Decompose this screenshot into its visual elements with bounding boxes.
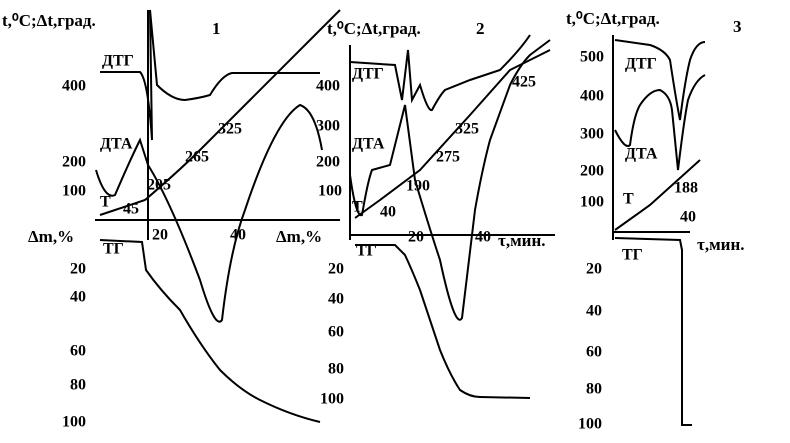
y-tick-label: 100 (580, 194, 604, 211)
dm-tick-label: 80 (70, 377, 86, 394)
dtg-curve (614, 39, 706, 121)
y-tick-label: 400 (316, 78, 340, 95)
y-axis-label: t,⁰C;Δt,град. (2, 11, 96, 30)
curve-label: T (623, 191, 634, 208)
point-label: 325 (218, 121, 242, 138)
curve-label: ТГ (103, 241, 124, 258)
t-curve (354, 49, 551, 219)
x-tick-label: 20 (152, 227, 168, 244)
curve-label: ДТА (352, 136, 385, 153)
x-axis-label: τ,мин. (498, 231, 546, 250)
dta-curve (349, 39, 551, 321)
curve-label: ДТГ (352, 66, 384, 83)
dm-tick-label: 60 (586, 344, 602, 361)
dm-tick-label: 40 (586, 303, 602, 320)
dm-tick-label: 80 (328, 361, 344, 378)
dm-tick-label: 60 (70, 343, 86, 360)
x-tick-label: 40 (680, 209, 696, 226)
panel-number: 3 (733, 17, 742, 36)
dm-tick-label: 80 (586, 381, 602, 398)
point-label: 325 (455, 121, 479, 138)
point-label: 45 (123, 201, 139, 218)
point-label: 275 (436, 149, 460, 166)
x-axis-label: τ,мин. (697, 235, 745, 254)
panel-1-curves (95, 9, 341, 423)
dm-tick-label: 60 (328, 324, 344, 341)
x-tick-label: 40 (230, 227, 246, 244)
dm-tick-label: 40 (328, 291, 344, 308)
dm-tick-label: 100 (62, 414, 86, 431)
dm-tick-label: 100 (578, 416, 602, 433)
y-tick-label: 100 (62, 183, 86, 200)
curve-label: ДТА (100, 136, 133, 153)
t-curve (614, 159, 701, 231)
y-tick-label: 100 (318, 183, 342, 200)
dm-tick-label: 100 (320, 391, 344, 408)
tg-curve (99, 239, 321, 423)
dm-label: Δm,% (28, 227, 74, 246)
y-tick-label: 500 (580, 49, 604, 66)
dta-curve (95, 103, 323, 323)
dm-label: Δm,% (276, 227, 322, 246)
panel-2-curves (349, 34, 555, 399)
point-label: 188 (674, 180, 698, 197)
curve-label: ТГ (356, 243, 377, 260)
curve-label: ДТГ (102, 53, 134, 70)
dm-tick-label: 40 (70, 289, 86, 306)
panel-number: 2 (476, 19, 485, 38)
y-axis-label: t,⁰C;Δt,град. (566, 9, 660, 28)
curve-label: ТГ (622, 247, 643, 264)
tg-curve (614, 237, 692, 426)
dtg-curve (100, 9, 320, 141)
y-axis-label: t,⁰C;Δt,град. (327, 19, 421, 38)
panel-3-curves (612, 35, 706, 426)
dm-tick-label: 20 (586, 261, 602, 278)
t-curve (99, 9, 341, 216)
y-tick-label: 200 (62, 154, 86, 171)
point-label: 265 (185, 149, 209, 166)
dm-tick-label: 20 (328, 261, 344, 278)
y-tick-label: 300 (580, 126, 604, 143)
y-tick-label: 300 (316, 118, 340, 135)
dtg-curve (349, 34, 531, 112)
y-tick-label: 200 (580, 163, 604, 180)
dm-tick-label: 20 (70, 261, 86, 278)
curve-label: T (100, 194, 111, 211)
panel-number: 1 (212, 19, 221, 38)
point-label: 425 (512, 74, 536, 91)
y-tick-label: 400 (580, 88, 604, 105)
tg-curve (355, 244, 531, 399)
point-label: 205 (147, 177, 171, 194)
y-tick-label: 200 (316, 154, 340, 171)
curve-label: ДТА (625, 146, 658, 163)
x-tick-label: 40 (475, 229, 491, 246)
y-tick-label: 400 (62, 78, 86, 95)
dta-curve (614, 74, 706, 171)
x-tick-label: 20 (408, 229, 424, 246)
point-label: 190 (406, 178, 430, 195)
curve-label: ДТГ (625, 56, 657, 73)
curve-label: T (352, 199, 363, 216)
point-label: 40 (380, 204, 396, 221)
